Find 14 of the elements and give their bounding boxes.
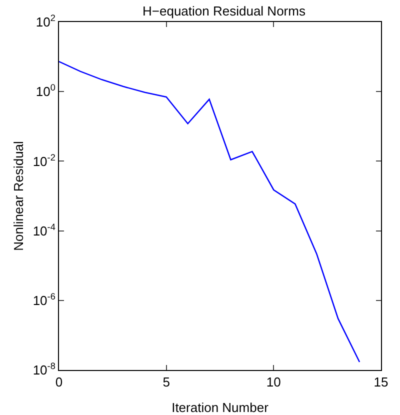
y-tick-label: 10$^{-6}$ — [32, 291, 56, 308]
x-axis-title: Iteration Number — [172, 400, 270, 415]
y-tick-label: 10$^{-4}$ — [32, 222, 56, 238]
chart-title: H−equation Residual Norms — [142, 3, 306, 18]
y-tick-label: 10$^{-2}$ — [32, 152, 56, 169]
x-tick-label: 5 — [162, 374, 170, 390]
y-tick-label: 10$^{2}$ — [36, 13, 56, 30]
y-tick-label: 10$^{-8}$ — [32, 361, 56, 378]
y-axis-title: Nonlinear Residual — [11, 140, 26, 251]
y-tick-label: 10$^{0}$ — [36, 82, 56, 100]
x-tick-label: 15 — [374, 374, 388, 390]
line-series — [59, 60, 360, 363]
x-tick-label: 0 — [55, 374, 63, 390]
x-tick-label: 10 — [266, 374, 281, 390]
